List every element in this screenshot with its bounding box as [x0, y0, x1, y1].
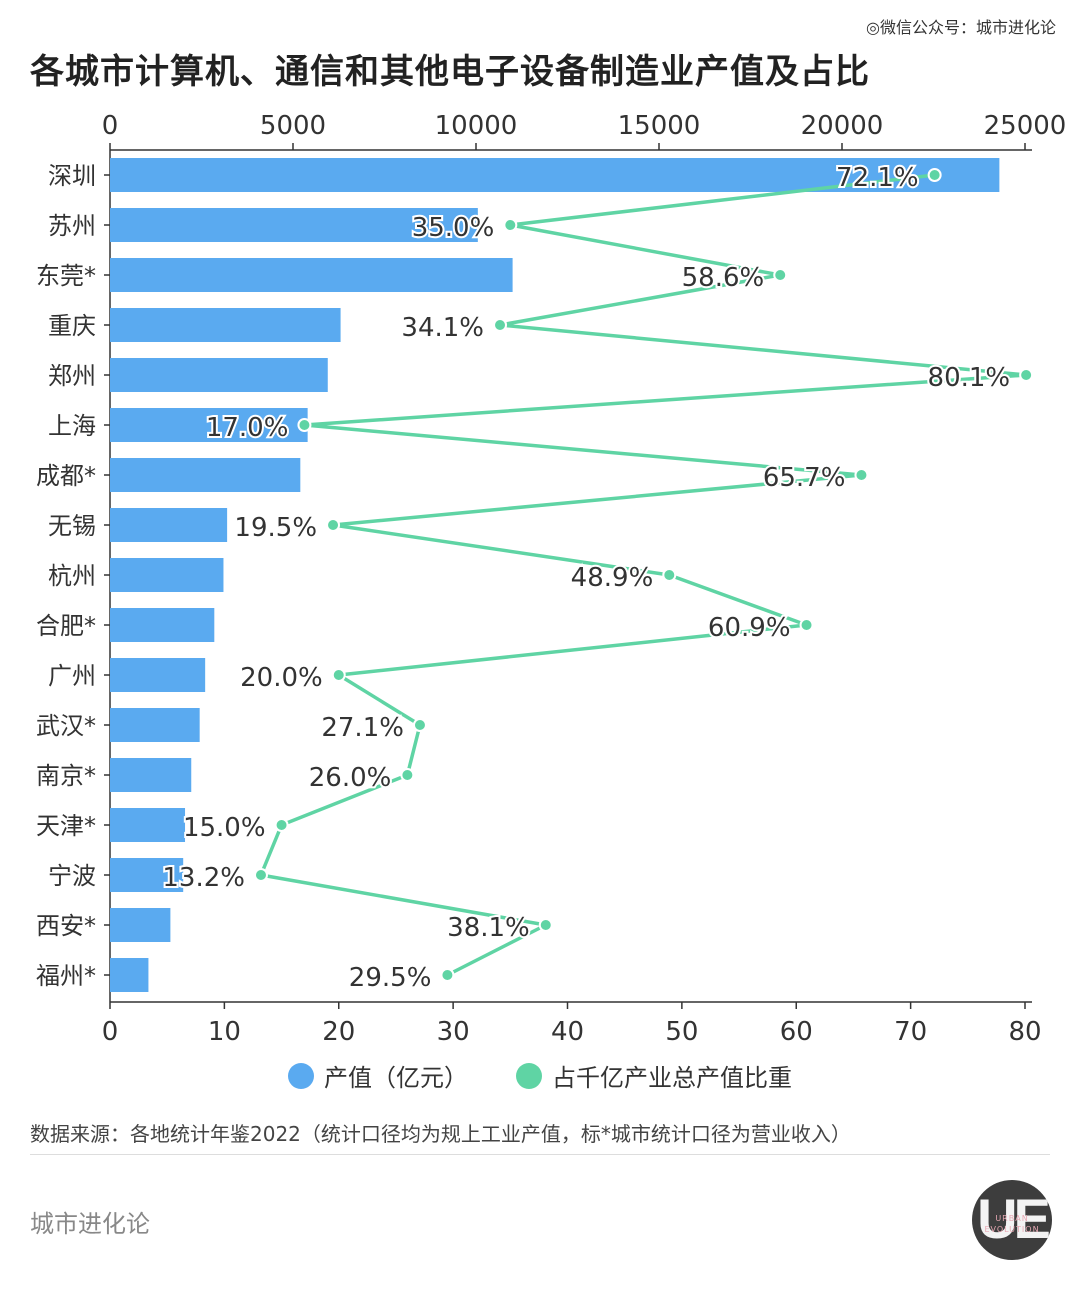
- bar-11: [110, 708, 200, 742]
- brand-name: 城市进化论: [30, 1210, 150, 1238]
- bar-9: [110, 608, 215, 642]
- category-label-15: 西安*: [36, 912, 96, 940]
- bar-16: [110, 958, 149, 992]
- category-label-5: 上海: [48, 412, 96, 440]
- bar-10: [110, 658, 206, 692]
- share-label-10: 20.0%: [240, 663, 323, 693]
- brand-logo: UE URBAN EVOLUTION: [972, 1180, 1052, 1260]
- share-label-13: 15.0%: [183, 813, 266, 843]
- category-label-9: 合肥*: [36, 612, 96, 640]
- bottom-tick-label-3: 30: [437, 1017, 470, 1047]
- bar-line-chart: 0 5000 10000 15000 20000 25000 0 10 20 30 40 50 60 70…: [36, 111, 1067, 1047]
- category-label-10: 广州: [48, 662, 96, 690]
- bar-3: [110, 308, 341, 342]
- share-point-10: [331, 668, 346, 682]
- share-point-7: [326, 518, 341, 532]
- bar-7: [110, 508, 228, 542]
- share-point-3: [493, 318, 508, 332]
- source-note: 数据来源：各地统计年鉴2022（统计口径均为规上工业产值，标*城市统计口径为营业…: [30, 1122, 851, 1146]
- share-point-0: [927, 168, 942, 182]
- share-label-16: 29.5%: [349, 963, 432, 993]
- top-tick-label-4: 20000: [801, 111, 884, 141]
- share-label-6: 65.7%: [763, 463, 846, 493]
- share-point-5: [297, 418, 312, 432]
- bottom-tick-label-8: 80: [1008, 1017, 1041, 1047]
- bar-8: [110, 558, 224, 592]
- share-label-8: 48.9%: [571, 563, 654, 593]
- category-label-13: 天津*: [36, 812, 96, 840]
- watermark-top-text: ◎微信公众号：城市进化论: [866, 18, 1056, 37]
- share-point-1: [503, 218, 518, 232]
- share-label-9: 60.9%: [708, 613, 791, 643]
- share-point-12: [400, 768, 415, 782]
- legend-dot-output: [288, 1062, 314, 1089]
- category-label-14: 宁波: [48, 862, 96, 890]
- share-label-14: 13.2%: [162, 863, 245, 893]
- share-label-0: 72.1%: [836, 163, 919, 193]
- category-label-1: 苏州: [48, 212, 96, 240]
- legend-item-output: 产值（亿元）: [288, 1058, 468, 1093]
- bottom-tick-label-7: 70: [894, 1017, 927, 1047]
- bar-2: [110, 258, 513, 292]
- share-point-8: [662, 568, 677, 582]
- bottom-tick-label-4: 40: [551, 1017, 584, 1047]
- top-tick-label-0: 0: [102, 111, 119, 141]
- bottom-tick-label-2: 20: [322, 1017, 355, 1047]
- legend-label-share: 占千亿产业总产值比重: [552, 1064, 792, 1092]
- brand-logo-subtext: URBAN EVOLUTION: [984, 1214, 1040, 1234]
- category-label-4: 郑州: [48, 362, 96, 390]
- category-label-2: 东莞*: [36, 262, 96, 290]
- category-label-3: 重庆: [48, 312, 96, 340]
- legend-item-share: 占千亿产业总产值比重: [516, 1058, 792, 1093]
- share-point-9: [799, 618, 814, 632]
- share-point-11: [412, 718, 427, 732]
- share-label-2: 58.6%: [682, 263, 765, 293]
- category-label-0: 深圳: [48, 162, 96, 190]
- share-point-15: [538, 918, 553, 932]
- share-label-4: 80.1%: [928, 363, 1011, 393]
- brand-logo-text: UE: [977, 1187, 1051, 1250]
- bottom-tick-label-6: 60: [780, 1017, 813, 1047]
- category-label-6: 成都*: [36, 462, 96, 490]
- top-tick-label-5: 25000: [984, 111, 1067, 141]
- bar-6: [110, 458, 301, 492]
- bottom-tick-label-1: 10: [208, 1017, 241, 1047]
- share-label-3: 34.1%: [401, 313, 484, 343]
- bar-5: [110, 408, 308, 442]
- bar-12: [110, 758, 192, 792]
- chart-title: 各城市计算机、通信和其他电子设备制造业产值及占比: [30, 52, 870, 92]
- share-label-12: 26.0%: [309, 763, 392, 793]
- category-label-8: 杭州: [48, 562, 96, 590]
- share-point-14: [253, 868, 268, 882]
- share-point-13: [274, 818, 289, 832]
- category-label-16: 福州*: [36, 962, 96, 990]
- share-label-11: 27.1%: [321, 713, 404, 743]
- chart-legend: 产值（亿元） 占千亿产业总产值比重: [0, 1058, 1080, 1093]
- category-label-11: 武汉*: [36, 712, 96, 740]
- share-point-2: [773, 268, 788, 282]
- share-point-6: [854, 468, 869, 482]
- share-point-4: [1019, 368, 1034, 382]
- category-label-12: 南京*: [36, 762, 96, 790]
- bar-4: [110, 358, 328, 392]
- share-label-15: 38.1%: [447, 913, 530, 943]
- legend-label-output: 产值（亿元）: [324, 1064, 468, 1092]
- footer-divider: [30, 1154, 1050, 1155]
- legend-dot-share: [516, 1062, 542, 1089]
- top-tick-label-2: 10000: [435, 111, 518, 141]
- top-tick-label-3: 15000: [618, 111, 701, 141]
- bar-13: [110, 808, 186, 842]
- bar-15: [110, 908, 171, 942]
- share-label-1: 35.0%: [412, 213, 495, 243]
- share-label-7: 19.5%: [234, 513, 317, 543]
- bottom-tick-label-5: 50: [665, 1017, 698, 1047]
- category-label-7: 无锡: [48, 512, 96, 540]
- bar-1: [110, 208, 478, 242]
- share-point-16: [440, 968, 455, 982]
- bar-14: [110, 858, 184, 892]
- bottom-tick-label-0: 0: [102, 1017, 119, 1047]
- top-tick-label-1: 5000: [260, 111, 326, 141]
- share-label-5: 17.0%: [206, 413, 289, 443]
